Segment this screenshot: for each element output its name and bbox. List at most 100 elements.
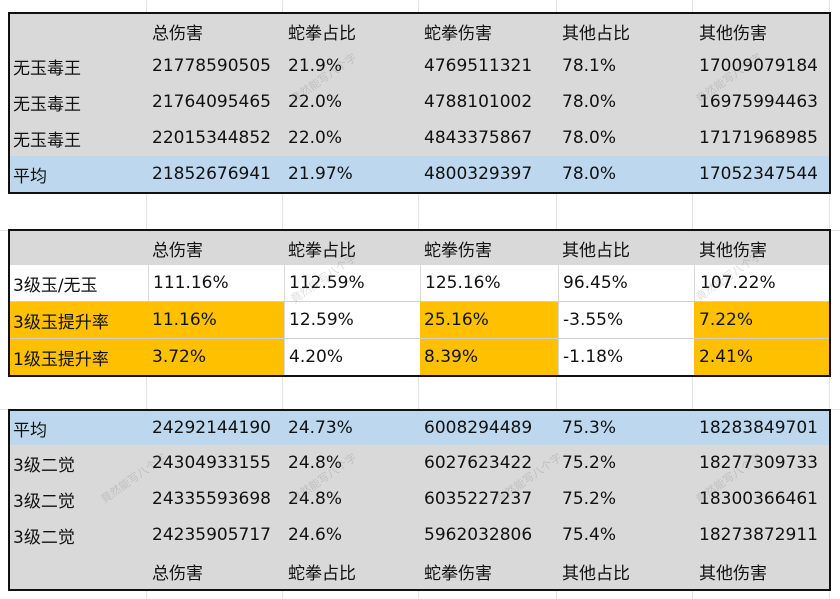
table-cell[interactable]: 21852676941 — [152, 164, 271, 184]
table-cell[interactable]: 111.16% — [148, 265, 284, 301]
table-cell[interactable]: 75.2% — [562, 453, 617, 473]
table-cell[interactable]: 4.20% — [284, 339, 420, 375]
table-cell[interactable]: 75.2% — [562, 489, 617, 509]
header-cell[interactable]: 总伤害 — [152, 23, 203, 44]
table-cell[interactable]: 75.4% — [562, 525, 617, 545]
header-cell[interactable]: 蛇拳占比 — [288, 563, 356, 584]
table-cell[interactable]: 78.1% — [562, 56, 617, 76]
table-cell[interactable]: 平均 — [13, 420, 47, 441]
table-row: 无玉毒王 21764095465 22.0% 4788101002 78.0% … — [10, 84, 829, 120]
table-cell[interactable]: 11.16% — [148, 302, 284, 338]
header-cell[interactable]: 蛇拳伤害 — [424, 563, 492, 584]
header-cell[interactable]: 其他占比 — [562, 23, 630, 44]
table-cell[interactable]: 平均 — [13, 166, 47, 187]
header-cell[interactable] — [10, 231, 148, 265]
table-cell[interactable]: 18283849701 — [699, 418, 818, 438]
table-cell[interactable]: 24.8% — [288, 453, 343, 473]
table-cell[interactable]: 21778590505 — [152, 56, 271, 76]
table-cell[interactable]: 24292144190 — [152, 418, 271, 438]
table-cell[interactable]: 25.16% — [420, 302, 558, 338]
table-cell[interactable]: 112.59% — [284, 265, 420, 301]
header-cell[interactable] — [10, 14, 148, 48]
table-2-header-row: 总伤害 蛇拳占比 蛇拳伤害 其他占比 其他伤害 — [10, 231, 829, 265]
table-3: 平均 24292144190 24.73% 6008294489 75.3% 1… — [8, 409, 831, 591]
table-cell[interactable]: 24304933155 — [152, 453, 271, 473]
table-cell[interactable]: 17171968985 — [699, 128, 818, 148]
table-row: 3级二觉 24335593698 24.8% 6035227237 75.2% … — [10, 481, 829, 517]
table-1: 总伤害 蛇拳占比 蛇拳伤害 其他占比 其他伤害 无玉毒王 21778590505… — [8, 12, 831, 194]
table-cell[interactable]: 6008294489 — [424, 418, 533, 438]
table-cell[interactable]: 无玉毒王 — [13, 58, 81, 79]
header-cell[interactable] — [10, 553, 148, 589]
table-row: 无玉毒王 22015344852 22.0% 4843375867 78.0% … — [10, 120, 829, 156]
table-cell[interactable]: 22.0% — [288, 92, 343, 112]
table-cell[interactable]: 22.0% — [288, 128, 343, 148]
table-cell[interactable]: 17052347544 — [699, 164, 818, 184]
header-cell[interactable]: 总伤害 — [152, 240, 203, 261]
table-cell[interactable]: 24335593698 — [152, 489, 271, 509]
table-row: 3级二觉 24304933155 24.8% 6027623422 75.2% … — [10, 445, 829, 481]
header-cell[interactable]: 蛇拳占比 — [288, 23, 356, 44]
table-cell[interactable]: 24.6% — [288, 525, 343, 545]
table-cell[interactable]: 12.59% — [284, 302, 420, 338]
table-cell[interactable]: 24235905717 — [152, 525, 271, 545]
table-cell[interactable]: 75.3% — [562, 418, 617, 438]
average-row: 平均 24292144190 24.73% 6008294489 75.3% 1… — [10, 411, 829, 445]
table-cell[interactable]: 无玉毒王 — [13, 130, 81, 151]
table-cell[interactable]: 24.8% — [288, 489, 343, 509]
table-cell[interactable]: 125.16% — [420, 265, 558, 301]
header-cell[interactable]: 其他占比 — [562, 563, 630, 584]
table-cell[interactable]: 无玉毒王 — [13, 94, 81, 115]
table-cell[interactable]: 3级二觉 — [13, 491, 75, 512]
table-2: 总伤害 蛇拳占比 蛇拳伤害 其他占比 其他伤害 3级玉/无玉 111.16% 1… — [8, 229, 831, 377]
header-cell[interactable]: 总伤害 — [152, 563, 203, 584]
table-cell[interactable]: 6027623422 — [424, 453, 533, 473]
table-cell[interactable]: 21764095465 — [152, 92, 271, 112]
header-cell[interactable]: 其他伤害 — [699, 23, 767, 44]
table-cell[interactable]: 7.22% — [694, 302, 829, 338]
header-cell[interactable]: 其他占比 — [562, 240, 630, 261]
table-cell[interactable]: 78.0% — [562, 164, 617, 184]
table-cell[interactable]: 107.22% — [694, 265, 829, 301]
table-cell[interactable]: 6035227237 — [424, 489, 533, 509]
header-cell[interactable]: 蛇拳占比 — [288, 240, 356, 261]
table-cell[interactable]: 21.97% — [288, 164, 353, 184]
header-cell[interactable]: 蛇拳伤害 — [424, 240, 492, 261]
table-row: 3级二觉 24235905717 24.6% 5962032806 75.4% … — [10, 517, 829, 553]
table-cell[interactable]: 3.72% — [148, 339, 284, 375]
table-cell[interactable]: 4800329397 — [424, 164, 533, 184]
table-cell[interactable]: 5962032806 — [424, 525, 533, 545]
table-cell[interactable]: 4769511321 — [424, 56, 533, 76]
table-cell[interactable]: 3级二觉 — [13, 527, 75, 548]
table-row: 无玉毒王 21778590505 21.9% 4769511321 78.1% … — [10, 48, 829, 84]
table-cell[interactable]: 17009079184 — [699, 56, 818, 76]
table-cell[interactable]: 96.45% — [558, 265, 694, 301]
table-cell[interactable]: -3.55% — [558, 302, 694, 338]
table-cell[interactable]: 78.0% — [562, 128, 617, 148]
table-cell[interactable]: 8.39% — [420, 339, 558, 375]
table-row: 3级玉提升率 11.16% 12.59% 25.16% -3.55% 7.22% — [10, 301, 829, 338]
header-cell[interactable]: 其他伤害 — [699, 240, 767, 261]
table-cell[interactable]: 4788101002 — [424, 92, 533, 112]
table-cell[interactable]: 18277309733 — [699, 453, 818, 473]
header-cell[interactable]: 蛇拳伤害 — [424, 23, 492, 44]
table-cell[interactable]: 18273872911 — [699, 525, 818, 545]
table-cell[interactable]: 3级玉提升率 — [10, 302, 148, 338]
table-cell[interactable]: 1级玉提升率 — [10, 339, 148, 375]
table-3-footer-row: 总伤害 蛇拳占比 蛇拳伤害 其他占比 其他伤害 — [10, 553, 829, 589]
table-cell[interactable]: 18300366461 — [699, 489, 818, 509]
table-row: 1级玉提升率 3.72% 4.20% 8.39% -1.18% 2.41% — [10, 338, 829, 375]
table-cell[interactable]: 22015344852 — [152, 128, 271, 148]
table-cell[interactable]: 21.9% — [288, 56, 343, 76]
table-cell[interactable]: -1.18% — [558, 339, 694, 375]
table-cell[interactable]: 78.0% — [562, 92, 617, 112]
table-cell[interactable]: 4843375867 — [424, 128, 533, 148]
table-cell[interactable]: 24.73% — [288, 418, 353, 438]
average-row: 平均 21852676941 21.97% 4800329397 78.0% 1… — [10, 156, 829, 192]
table-1-header-row: 总伤害 蛇拳占比 蛇拳伤害 其他占比 其他伤害 — [10, 14, 829, 48]
table-cell[interactable]: 2.41% — [694, 339, 829, 375]
table-cell[interactable]: 3级二觉 — [13, 455, 75, 476]
table-cell[interactable]: 16975994463 — [699, 92, 818, 112]
table-cell[interactable]: 3级玉/无玉 — [13, 275, 98, 296]
header-cell[interactable]: 其他伤害 — [699, 563, 767, 584]
